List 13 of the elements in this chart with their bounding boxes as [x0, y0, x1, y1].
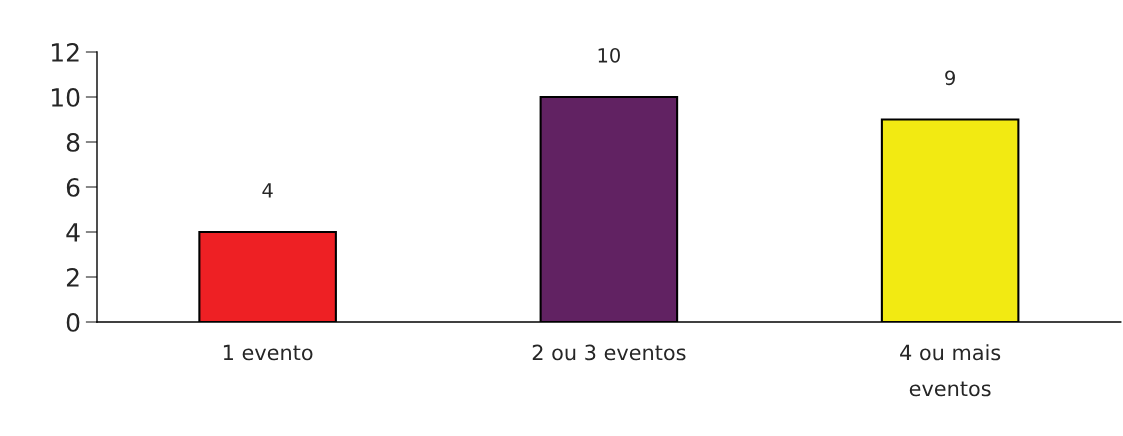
- y-tick-label: 8: [66, 132, 80, 152]
- data-label: 9: [945, 70, 955, 86]
- y-tick-label: 10: [51, 87, 80, 107]
- y-tick-label: 0: [66, 312, 80, 332]
- y-tick-label: 2: [66, 267, 79, 287]
- x-tick-label: 1 evento: [223, 344, 313, 361]
- y-tick-label: 4: [66, 223, 80, 242]
- x-tick-label: 2 ou 3 eventos: [532, 344, 686, 361]
- y-tick-label: 6: [66, 177, 80, 197]
- data-label: 4: [262, 183, 273, 198]
- y-tick-label: 12: [51, 42, 79, 62]
- data-label: 10: [598, 47, 620, 63]
- x-tick-label: 4 ou mais eventos: [900, 344, 1001, 397]
